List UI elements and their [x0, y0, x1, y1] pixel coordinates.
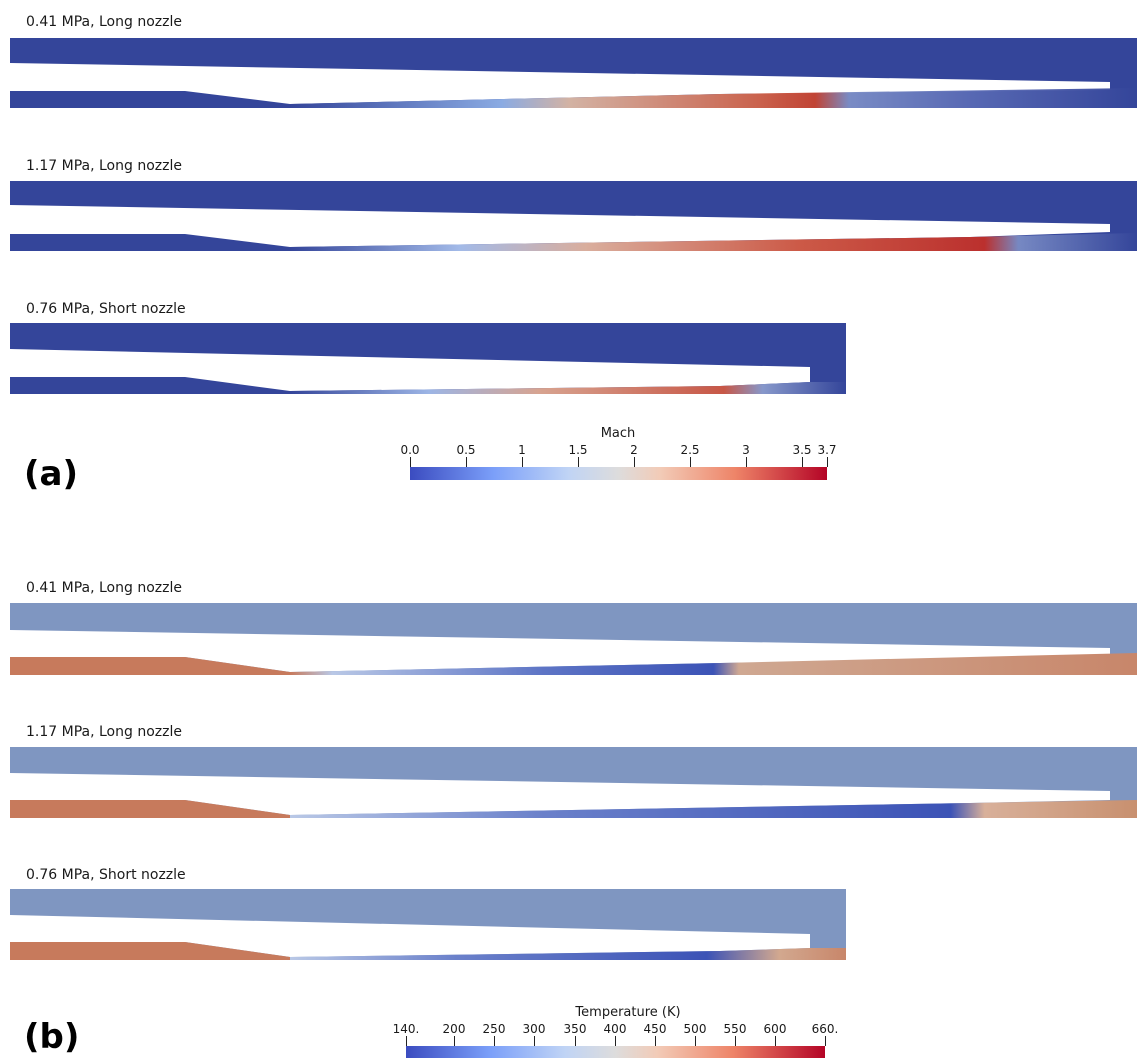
temperature-colorbar-tick-label: 550: [723, 1022, 747, 1036]
mach-colorbar-tick-label: 1: [518, 443, 526, 457]
panel-b1-field: [10, 603, 1137, 675]
mach-colorbar-tick-mark: [634, 457, 635, 467]
mach-colorbar-tick-mark: [466, 457, 467, 467]
panel-letter-a: (a): [24, 454, 79, 494]
temperature-colorbar-tick-mark: [494, 1036, 495, 1046]
temperature-colorbar-tick-label: 600: [763, 1022, 787, 1036]
panel-a2-label: 1.17 MPa, Long nozzle: [26, 158, 182, 174]
temperature-colorbar-tick-label: 350: [563, 1022, 587, 1036]
temperature-colorbar-tick-mark: [825, 1036, 826, 1046]
temperature-colorbar-tick-mark: [406, 1036, 407, 1046]
mach-colorbar-title: Mach: [600, 426, 636, 441]
temperature-colorbar-tick-mark: [735, 1036, 736, 1046]
temperature-colorbar-tick-label: 500: [683, 1022, 707, 1036]
mach-colorbar-tick-mark: [690, 457, 691, 467]
temperature-colorbar-tick-label: 250: [482, 1022, 506, 1036]
panel-a3-field: [10, 323, 846, 394]
panel-b2-label: 1.17 MPa, Long nozzle: [26, 724, 182, 740]
temperature-colorbar-tick-mark: [454, 1036, 455, 1046]
temperature-colorbar-tick-label: 450: [643, 1022, 667, 1036]
temperature-colorbar-tick-label: 200: [442, 1022, 466, 1036]
temperature-colorbar: [406, 1046, 825, 1058]
mach-colorbar-tick-mark: [802, 457, 803, 467]
mach-colorbar-tick-label: 2: [630, 443, 638, 457]
panel-b3-field: [10, 889, 846, 960]
temperature-colorbar-tick-mark: [575, 1036, 576, 1046]
panel-letter-b: (b): [24, 1017, 80, 1057]
temperature-colorbar-tick-mark: [615, 1036, 616, 1046]
panel-b3-label: 0.76 MPa, Short nozzle: [26, 867, 186, 883]
temperature-colorbar-tick-label: 300: [522, 1022, 546, 1036]
mach-colorbar-tick-mark: [746, 457, 747, 467]
temperature-colorbar-tick-mark: [534, 1036, 535, 1046]
mach-colorbar-tick-label: 0.0: [400, 443, 420, 457]
panel-a2-field: [10, 181, 1137, 251]
mach-colorbar-tick-label: 3.7: [817, 443, 837, 457]
mach-colorbar-tick-label: 3.5: [792, 443, 812, 457]
mach-colorbar-tick-mark: [410, 457, 411, 467]
temperature-colorbar-title: Temperature (K): [575, 1005, 681, 1020]
panel-b2-field: [10, 747, 1137, 818]
panel-a3-label: 0.76 MPa, Short nozzle: [26, 301, 186, 317]
mach-colorbar-tick-label: 3: [742, 443, 750, 457]
mach-colorbar-tick-mark: [827, 457, 828, 467]
mach-colorbar-tick-mark: [522, 457, 523, 467]
mach-colorbar-tick-label: 0.5: [456, 443, 476, 457]
panel-a1-label: 0.41 MPa, Long nozzle: [26, 14, 182, 30]
panel-b1-label: 0.41 MPa, Long nozzle: [26, 580, 182, 596]
temperature-colorbar-tick-mark: [655, 1036, 656, 1046]
temperature-colorbar-tick-label: 660.: [811, 1022, 839, 1036]
temperature-colorbar-tick-label: 140.: [392, 1022, 420, 1036]
mach-colorbar-tick-mark: [578, 457, 579, 467]
temperature-colorbar-tick-mark: [695, 1036, 696, 1046]
temperature-colorbar-tick-mark: [775, 1036, 776, 1046]
mach-colorbar: [410, 467, 827, 480]
temperature-colorbar-tick-label: 400: [603, 1022, 627, 1036]
panel-a1-field: [10, 38, 1137, 108]
mach-colorbar-tick-label: 1.5: [568, 443, 588, 457]
mach-colorbar-tick-label: 2.5: [680, 443, 700, 457]
